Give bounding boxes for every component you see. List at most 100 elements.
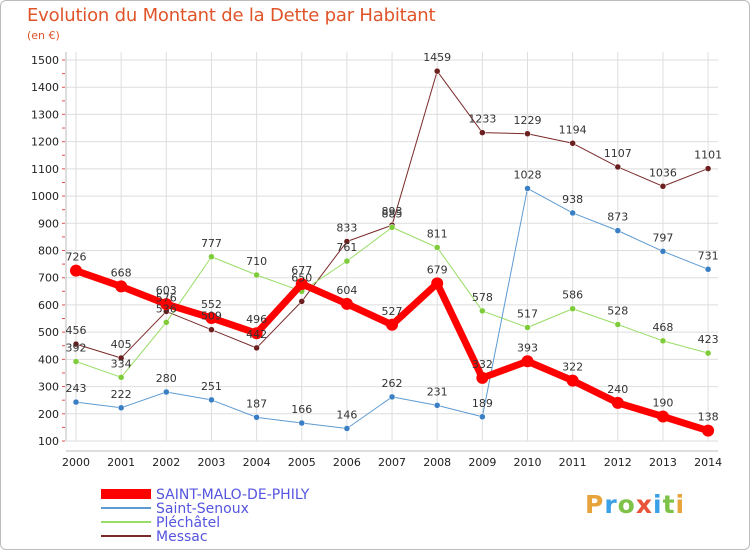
logo-letter: t bbox=[662, 490, 676, 519]
data-label-saint-malo-de-phily: 604 bbox=[336, 284, 357, 297]
x-tick-label: 2010 bbox=[514, 456, 542, 469]
data-point-saint-malo-de-phily bbox=[205, 311, 218, 324]
data-point-saint-senoux bbox=[704, 266, 712, 273]
y-tick-label: 700 bbox=[38, 272, 59, 285]
data-point-saint-senoux bbox=[659, 248, 667, 255]
data-label-pl-ch-tel: 423 bbox=[698, 333, 719, 346]
data-label-messac: 1229 bbox=[514, 114, 542, 127]
y-tick-label: 1200 bbox=[31, 136, 59, 149]
y-tick-label: 600 bbox=[38, 299, 59, 312]
data-label-pl-ch-tel: 777 bbox=[201, 237, 222, 250]
y-tick-label: 800 bbox=[38, 245, 59, 258]
data-point-saint-senoux bbox=[479, 413, 486, 421]
data-point-messac bbox=[298, 298, 305, 305]
logo-letter: o bbox=[617, 490, 636, 519]
legend: SAINT-MALO-DE-PHILYSaint-SenouxPléchâtel… bbox=[101, 487, 310, 545]
data-label-pl-ch-tel: 334 bbox=[111, 357, 132, 370]
data-point-messac bbox=[614, 163, 622, 171]
data-point-pl-ch-tel bbox=[343, 257, 351, 265]
data-point-pl-ch-tel bbox=[208, 253, 215, 261]
data-point-messac bbox=[343, 238, 351, 245]
y-tick-label: 300 bbox=[38, 381, 59, 394]
data-label-messac: 442 bbox=[246, 328, 267, 341]
data-label-saint-senoux: 222 bbox=[111, 388, 132, 401]
data-point-messac bbox=[433, 67, 441, 75]
data-point-pl-ch-tel bbox=[524, 324, 531, 331]
data-label-pl-ch-tel: 885 bbox=[382, 207, 403, 220]
data-label-saint-senoux: 731 bbox=[698, 249, 719, 262]
data-point-saint-senoux bbox=[72, 398, 80, 406]
data-point-saint-malo-de-phily bbox=[611, 396, 624, 409]
data-label-saint-senoux: 231 bbox=[427, 385, 448, 398]
data-label-messac: 456 bbox=[66, 324, 87, 337]
data-label-pl-ch-tel: 392 bbox=[66, 342, 87, 355]
data-point-pl-ch-tel bbox=[614, 321, 622, 328]
data-label-saint-malo-de-phily: 332 bbox=[472, 358, 493, 371]
data-point-saint-senoux bbox=[433, 402, 441, 409]
chart-subtitle: (en €) bbox=[27, 29, 60, 42]
y-tick-label: 1400 bbox=[31, 81, 59, 94]
data-point-saint-malo-de-phily bbox=[702, 424, 715, 437]
data-point-saint-malo-de-phily bbox=[70, 264, 82, 277]
data-point-saint-senoux bbox=[163, 388, 170, 396]
data-point-saint-senoux bbox=[614, 227, 622, 234]
data-label-saint-malo-de-phily: 679 bbox=[427, 263, 448, 276]
data-label-saint-senoux: 251 bbox=[201, 380, 222, 393]
data-label-messac: 405 bbox=[111, 338, 132, 351]
x-tick-label: 2000 bbox=[62, 456, 90, 469]
data-label-pl-ch-tel: 528 bbox=[607, 305, 628, 318]
data-label-saint-senoux: 243 bbox=[66, 382, 87, 395]
data-point-messac bbox=[72, 340, 80, 348]
data-point-saint-malo-de-phily bbox=[431, 277, 444, 290]
data-label-saint-malo-de-phily: 138 bbox=[698, 411, 719, 424]
data-label-saint-malo-de-phily: 190 bbox=[652, 397, 673, 410]
data-label-messac: 576 bbox=[156, 291, 177, 304]
data-point-saint-malo-de-phily bbox=[656, 410, 669, 423]
logo-letter: i bbox=[653, 490, 663, 519]
data-label-pl-ch-tel: 761 bbox=[336, 241, 357, 254]
data-label-pl-ch-tel: 586 bbox=[562, 289, 583, 302]
data-point-saint-malo-de-phily bbox=[386, 318, 399, 331]
data-point-saint-senoux bbox=[524, 185, 531, 192]
data-label-pl-ch-tel: 710 bbox=[246, 255, 267, 268]
legend-label-messac: Messac bbox=[156, 529, 208, 545]
data-point-pl-ch-tel bbox=[253, 271, 260, 279]
y-tick-label: 200 bbox=[38, 408, 59, 421]
logo-letter: i bbox=[675, 490, 686, 519]
data-point-saint-malo-de-phily bbox=[160, 298, 173, 311]
data-label-saint-senoux: 187 bbox=[246, 397, 267, 410]
data-label-pl-ch-tel: 536 bbox=[156, 302, 177, 315]
legend-label-saint-malo-de-phily: SAINT-MALO-DE-PHILY bbox=[156, 487, 310, 503]
data-label-pl-ch-tel: 517 bbox=[517, 308, 538, 321]
data-label-saint-senoux: 262 bbox=[382, 377, 403, 390]
data-label-saint-senoux: 146 bbox=[336, 408, 357, 421]
data-point-saint-malo-de-phily bbox=[295, 277, 308, 290]
data-label-pl-ch-tel: 811 bbox=[427, 228, 448, 241]
logo-letter: x bbox=[635, 490, 653, 519]
data-label-pl-ch-tel: 650 bbox=[291, 271, 312, 284]
data-label-messac: 833 bbox=[336, 222, 357, 235]
data-point-saint-senoux bbox=[569, 209, 576, 217]
data-point-saint-senoux bbox=[208, 396, 215, 404]
data-label-pl-ch-tel: 578 bbox=[472, 291, 493, 304]
data-point-saint-senoux bbox=[343, 425, 351, 432]
y-tick-label: 1500 bbox=[31, 54, 59, 67]
data-point-pl-ch-tel bbox=[117, 374, 125, 381]
data-point-messac bbox=[659, 183, 667, 190]
data-label-messac: 1107 bbox=[604, 147, 632, 160]
y-tick-label: 1100 bbox=[31, 163, 59, 176]
data-label-saint-malo-de-phily: 552 bbox=[201, 298, 222, 311]
data-point-pl-ch-tel bbox=[163, 319, 170, 326]
data-point-messac bbox=[479, 129, 486, 136]
data-label-saint-senoux: 1028 bbox=[514, 168, 542, 181]
data-point-saint-senoux bbox=[388, 393, 396, 401]
x-tick-label: 2014 bbox=[694, 456, 722, 469]
data-point-messac bbox=[117, 354, 125, 362]
data-point-saint-senoux bbox=[117, 404, 125, 412]
y-tick-label: 900 bbox=[38, 217, 59, 230]
data-label-saint-malo-de-phily: 726 bbox=[66, 251, 87, 264]
data-label-saint-malo-de-phily: 668 bbox=[111, 266, 132, 279]
data-point-pl-ch-tel bbox=[569, 305, 576, 312]
data-label-saint-malo-de-phily: 677 bbox=[291, 264, 312, 277]
